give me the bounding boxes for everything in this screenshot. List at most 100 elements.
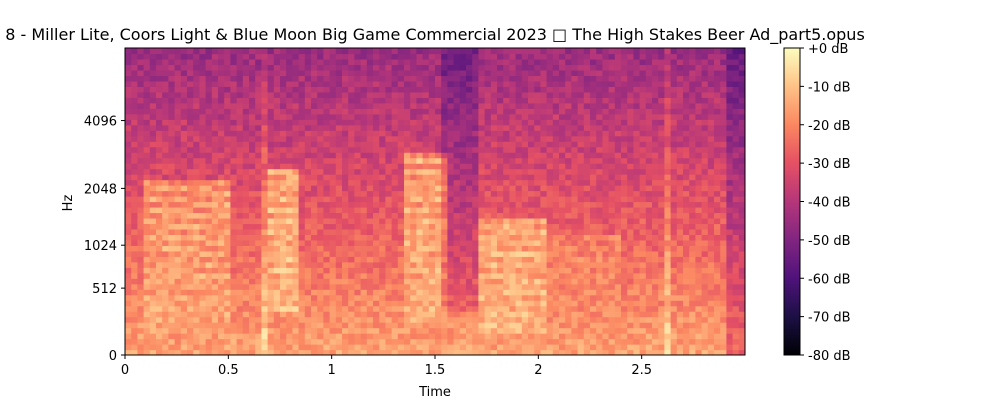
spectrogram-cell bbox=[509, 349, 517, 355]
spectrogram-cell bbox=[652, 157, 659, 164]
spectrogram-cell bbox=[428, 212, 436, 219]
spectrogram-cell bbox=[738, 130, 745, 137]
spectrogram-cell bbox=[683, 163, 690, 170]
spectrogram-cell bbox=[304, 201, 312, 208]
spectrogram-cell bbox=[311, 190, 318, 197]
spectrogram-cell bbox=[317, 168, 324, 175]
spectrogram-cell bbox=[373, 196, 380, 203]
spectrogram-cell bbox=[335, 97, 343, 104]
spectrogram-cell bbox=[478, 272, 486, 279]
spectrogram-cell bbox=[379, 86, 386, 93]
spectrogram-cell bbox=[732, 234, 740, 241]
spectrogram-cell bbox=[255, 91, 262, 98]
spectrogram-cell bbox=[255, 300, 262, 307]
spectrogram-cell bbox=[608, 86, 616, 93]
spectrogram-cell bbox=[168, 311, 176, 318]
spectrogram-cell bbox=[366, 294, 374, 301]
spectrogram-cell bbox=[391, 113, 399, 120]
spectrogram-cell bbox=[459, 80, 467, 87]
spectrogram-cell bbox=[441, 322, 448, 329]
spectrogram-cell bbox=[707, 206, 715, 214]
spectrogram-cell bbox=[168, 338, 176, 345]
spectrogram-cell bbox=[652, 130, 659, 137]
spectrogram-cell bbox=[472, 80, 479, 87]
spectrogram-cell bbox=[211, 190, 219, 197]
spectrogram-cell bbox=[627, 119, 634, 126]
spectrogram-cell bbox=[639, 146, 647, 153]
spectrogram-cell bbox=[627, 327, 634, 334]
spectrogram-cell bbox=[273, 130, 281, 137]
spectrogram-cell bbox=[484, 113, 492, 120]
spectrogram-cell bbox=[633, 86, 641, 93]
spectrogram-cell bbox=[149, 146, 157, 153]
spectrogram-cell bbox=[273, 152, 281, 159]
spectrogram-cell bbox=[329, 349, 337, 355]
spectrogram-cell bbox=[608, 234, 616, 241]
spectrogram-cell bbox=[453, 113, 461, 120]
spectrogram-cell bbox=[441, 86, 448, 93]
spectrogram-cell bbox=[534, 239, 541, 246]
spectrogram-cell bbox=[335, 124, 343, 131]
spectrogram-cell bbox=[211, 80, 219, 87]
spectrogram-cell bbox=[497, 294, 504, 301]
spectrogram-cell bbox=[528, 327, 535, 334]
spectrogram-cell bbox=[577, 234, 585, 241]
spectrogram-cell bbox=[211, 272, 219, 279]
spectrogram-cell bbox=[676, 349, 684, 355]
spectrogram-cell bbox=[162, 97, 169, 104]
spectrogram-cell bbox=[577, 322, 585, 329]
spectrogram-cell bbox=[317, 124, 324, 131]
spectrogram-cell bbox=[521, 163, 529, 170]
spectrogram-cell bbox=[379, 174, 386, 181]
spectrogram-cell bbox=[540, 239, 548, 246]
spectrogram-cell bbox=[360, 102, 368, 109]
spectrogram-cell bbox=[528, 250, 535, 257]
spectrogram-cell bbox=[242, 322, 250, 329]
spectrogram-cell bbox=[242, 163, 250, 170]
spectrogram-cell bbox=[366, 250, 374, 257]
spectrogram-cell bbox=[397, 256, 405, 263]
spectrogram-cell bbox=[373, 201, 380, 208]
spectrogram-cell bbox=[323, 174, 331, 181]
spectrogram-cell bbox=[311, 300, 318, 307]
spectrogram-cell bbox=[286, 146, 293, 153]
spectrogram-cell bbox=[311, 289, 318, 296]
spectrogram-cell bbox=[329, 168, 337, 175]
spectrogram-cell bbox=[224, 206, 231, 214]
spectrogram-cell bbox=[701, 157, 709, 164]
spectrogram-cell bbox=[168, 272, 176, 279]
spectrogram-cell bbox=[583, 157, 591, 164]
spectrogram-cell bbox=[404, 283, 411, 290]
spectrogram-cell bbox=[280, 97, 287, 104]
spectrogram-cell bbox=[180, 327, 188, 334]
spectrogram-cell bbox=[701, 201, 709, 208]
spectrogram-cell bbox=[614, 228, 622, 235]
spectrogram-cell bbox=[583, 278, 591, 285]
spectrogram-cell bbox=[645, 102, 653, 109]
spectrogram-cell bbox=[658, 217, 665, 225]
spectrogram-cell bbox=[534, 267, 541, 274]
spectrogram-cell bbox=[286, 80, 293, 87]
spectrogram-cell bbox=[379, 245, 386, 252]
spectrogram-cell bbox=[422, 124, 430, 131]
spectrogram-cell bbox=[732, 163, 740, 170]
spectrogram-cell bbox=[273, 190, 281, 197]
spectrogram-cell bbox=[131, 141, 138, 148]
spectrogram-cell bbox=[447, 190, 455, 197]
spectrogram-cell bbox=[304, 135, 312, 142]
spectrogram-cell bbox=[689, 311, 696, 318]
spectrogram-cell bbox=[571, 86, 579, 93]
spectrogram-cell bbox=[540, 217, 548, 225]
spectrogram-cell bbox=[732, 283, 740, 290]
spectrogram-cell bbox=[695, 228, 703, 235]
spectrogram-cell bbox=[348, 80, 355, 87]
spectrogram-cell bbox=[329, 272, 337, 279]
spectrogram-cell bbox=[720, 91, 727, 98]
spectrogram-cell bbox=[317, 108, 324, 115]
spectrogram-cell bbox=[317, 113, 324, 120]
spectrogram-cell bbox=[503, 349, 510, 355]
spectrogram-cell bbox=[435, 234, 442, 241]
spectrogram-cell bbox=[602, 108, 610, 115]
spectrogram-cell bbox=[342, 272, 349, 279]
spectrogram-cell bbox=[546, 119, 554, 126]
